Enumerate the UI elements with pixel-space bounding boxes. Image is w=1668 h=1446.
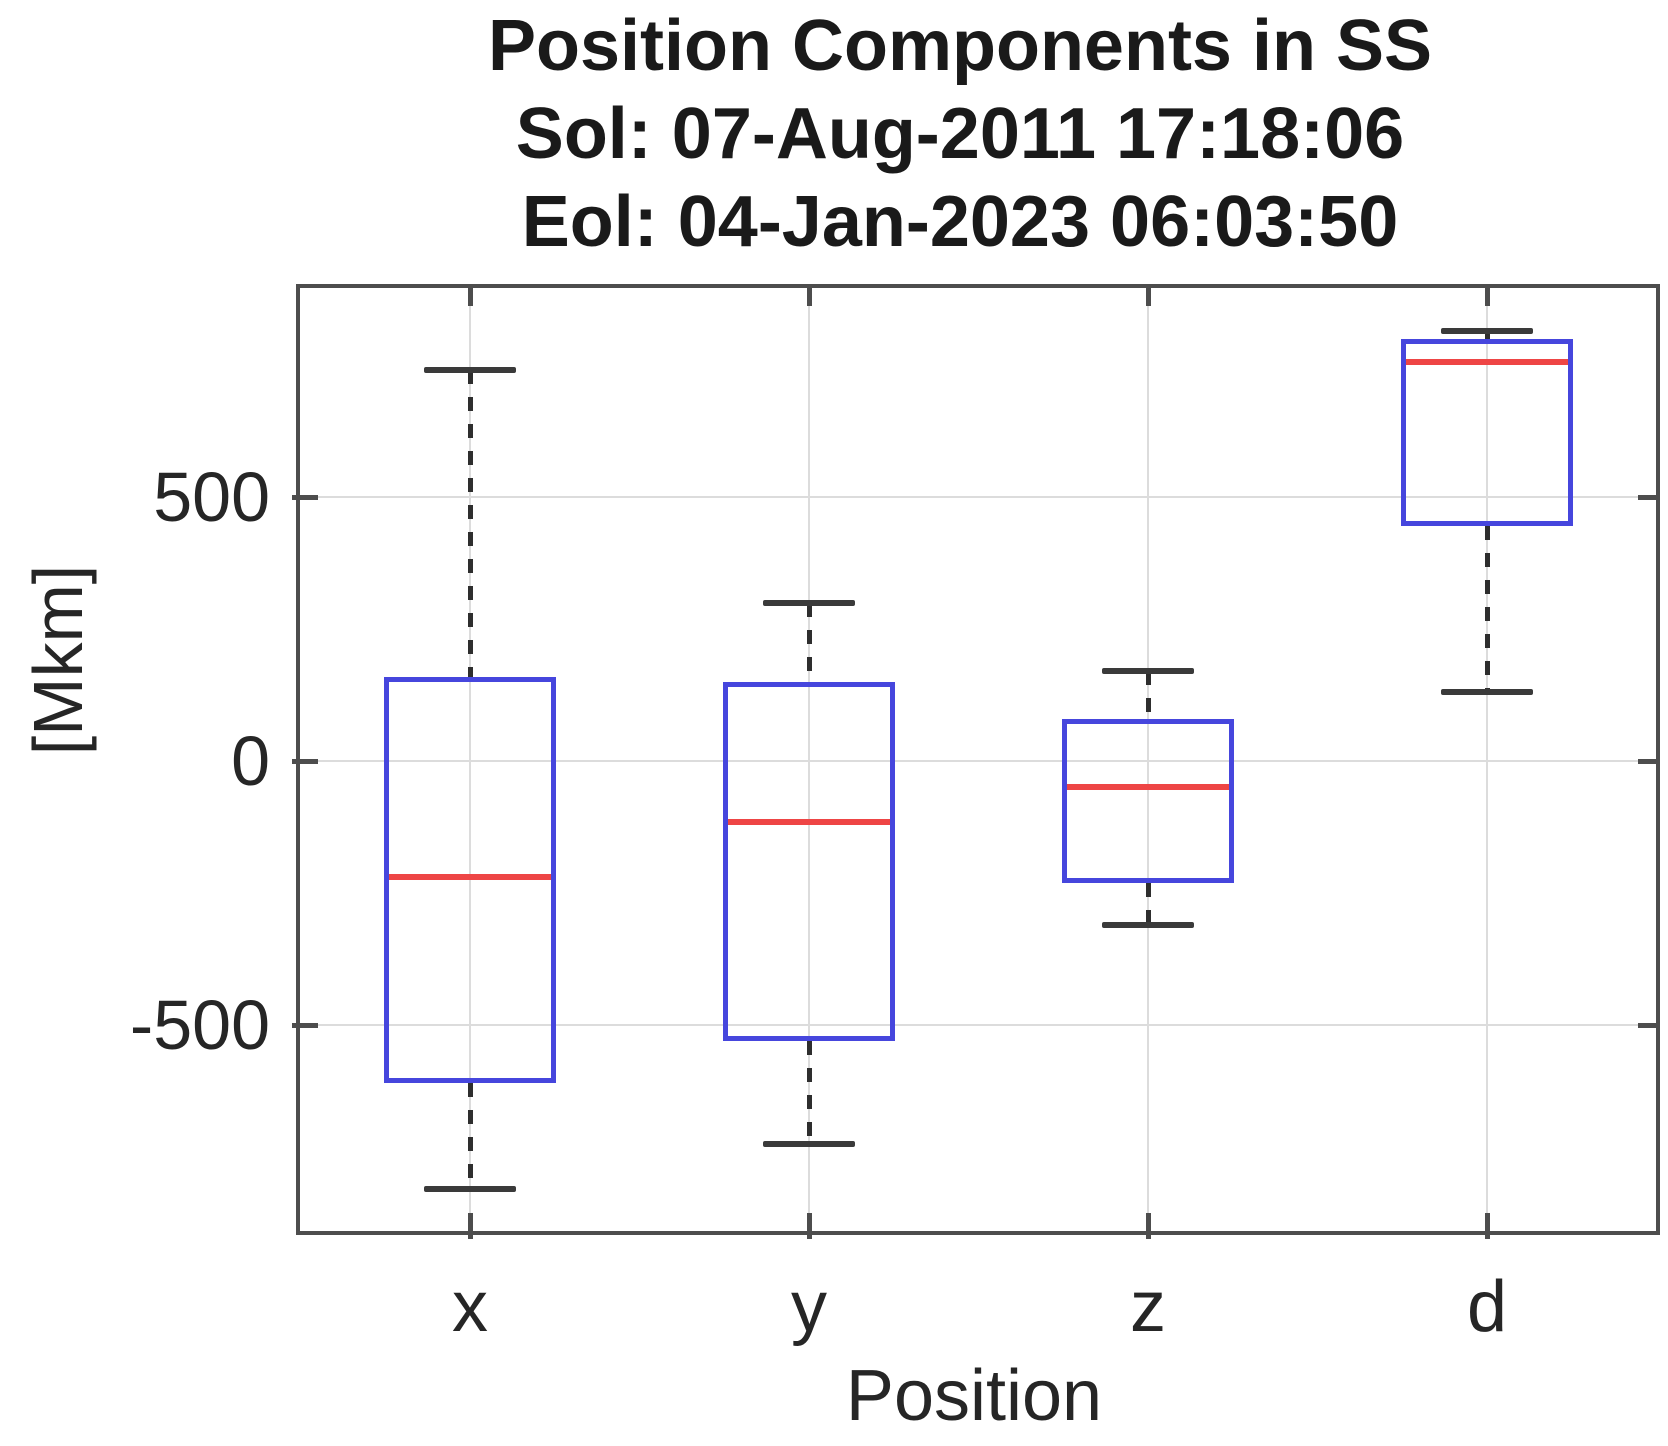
v-gridline [808,288,810,1231]
median-line [1067,784,1229,790]
iqr-box [384,677,556,1083]
y-tick-left [292,759,318,764]
x-tick-label: d [1466,1267,1508,1347]
x-tick-top [1146,284,1151,306]
v-gridline [469,288,471,1231]
lower-whisker [468,1083,473,1189]
iqr-box [723,682,895,1041]
upper-whisker [468,370,473,677]
lower-whisker [1146,883,1151,925]
lower-whisker-cap [1102,922,1194,928]
lower-whisker [807,1041,812,1144]
y-tick-right [1638,1023,1660,1028]
iqr-box [1401,339,1573,526]
x-tick-label: z [1130,1267,1166,1347]
x-tick-top [468,284,473,306]
upper-whisker [807,603,812,682]
upper-whisker [1485,331,1490,339]
y-tick-label: -500 [129,986,270,1064]
chart-title: Position Components in SS Sol: 07-Aug-20… [280,2,1640,266]
h-gridline [300,496,1656,498]
chart-title-line3: Eol: 04-Jan-2023 06:03:50 [521,182,1399,262]
y-tick-label: 0 [231,722,270,800]
x-tick-bottom [807,1213,812,1239]
upper-whisker-cap [763,600,855,606]
lower-whisker-cap [763,1141,855,1147]
plot-area: 500 0 -500 x y z d [130,284,1660,1347]
x-tick-bottom [1485,1213,1490,1239]
x-tick-bottom [1146,1213,1151,1239]
upper-whisker [1146,671,1151,719]
x-tick-top [1485,284,1490,306]
chart-title-line1: Position Components in SS [487,6,1432,86]
upper-whisker-cap [424,367,516,373]
x-tick-top [807,284,812,306]
v-gridline [1486,288,1488,1231]
y-tick-label: 500 [153,458,270,536]
lower-whisker-cap [1441,689,1533,695]
upper-whisker-cap [1441,328,1533,334]
lower-whisker [1485,526,1490,692]
x-tick-label: x [452,1267,488,1347]
iqr-box [1062,719,1234,883]
x-axis-label: Position [845,1356,1103,1436]
lower-whisker-cap [424,1186,516,1192]
y-tick-right [1638,495,1660,500]
v-gridline [1147,288,1149,1231]
median-line [389,874,551,880]
chart-title-line2: Sol: 07-Aug-2011 17:18:06 [515,94,1405,174]
h-gridline [300,1024,1656,1026]
h-gridline [300,760,1656,762]
y-tick-right [1638,759,1660,764]
median-line [1406,359,1568,365]
median-line [728,819,890,825]
x-tick-bottom [468,1213,473,1239]
upper-whisker-cap [1102,668,1194,674]
x-tick-label: y [791,1267,827,1347]
y-tick-left [292,1023,318,1028]
y-tick-left [292,495,318,500]
